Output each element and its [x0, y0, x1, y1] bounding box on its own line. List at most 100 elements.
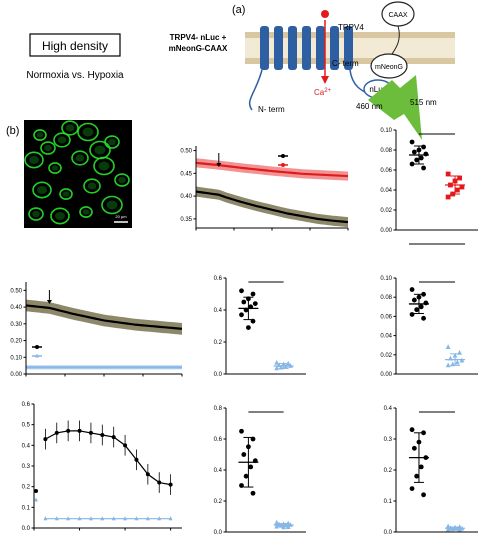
y-tick-label: 0.2: [22, 485, 31, 491]
series-1-point: [457, 175, 463, 181]
cell-membrane-outline: [83, 178, 101, 194]
series-0-point: [248, 464, 254, 470]
series-0-point: [77, 428, 82, 433]
cell-membrane-outline: [53, 132, 71, 148]
series-0-point: [409, 161, 415, 167]
mneongreen-shape: [370, 53, 408, 79]
series-0-point: [409, 312, 415, 317]
cell-interior: [29, 155, 39, 165]
density-box: [29, 33, 121, 57]
panel-h-chart: 0.0 0.1 0.2 0.3 0.4 0.5 0.6: [22, 402, 182, 532]
wavelength-460: 460 nm: [356, 102, 383, 111]
series-0-point: [409, 486, 415, 491]
series-1-line: [195, 161, 349, 178]
series-0-fit-curve: [45, 430, 171, 486]
mneongreen-label: mNeonG: [375, 64, 403, 71]
series-1-point: [445, 194, 451, 200]
caax-linker: [391, 25, 400, 55]
y-tick-label: 0.02: [380, 353, 392, 359]
series-0-line: [195, 190, 349, 224]
cell-interior: [118, 176, 126, 184]
cell-membrane-outline: [48, 162, 62, 174]
y-tick-label: 0.50: [10, 288, 22, 294]
series-1-point: [157, 516, 162, 521]
scale-bar-label: 20 μm: [115, 214, 127, 219]
legend-0-marker: [281, 154, 285, 158]
y-tick-label: 0.0: [214, 530, 223, 536]
cell-interior: [32, 210, 40, 218]
cell-interior: [75, 154, 85, 162]
cell-interior: [65, 124, 75, 132]
y-tick-label: 0.3: [384, 437, 393, 443]
ca-label: Ca2+: [314, 88, 332, 97]
cell-interior: [44, 144, 52, 152]
panel-b: (b) 20 μm: [6, 120, 132, 228]
cell-membrane-outline: [50, 207, 70, 225]
series-1-point: [145, 516, 150, 521]
panel-b-letter: (b): [6, 125, 19, 137]
series-0-point: [409, 139, 415, 145]
cell-interior: [106, 200, 118, 210]
y-tick-label: 0.04: [380, 188, 392, 194]
annotation-arrowhead-icon: [46, 300, 52, 304]
series-0-point: [111, 435, 116, 440]
panel-d-chart: 0.00 0.02 0.04 0.06 0.08 0.10: [380, 128, 478, 245]
cell-interior: [37, 185, 47, 195]
cell-membrane-outline: [32, 181, 52, 199]
y-tick-label: 0.02: [380, 208, 392, 214]
panel-a-letter: (a): [232, 4, 245, 16]
legend-1-marker: [35, 353, 39, 358]
series-0-point: [123, 443, 128, 448]
y-tick-label: 0.0: [214, 372, 223, 378]
series-0-point: [239, 428, 244, 434]
y-tick-label: 0.0: [22, 526, 31, 532]
series-1-point: [100, 516, 105, 521]
series-1-point: [445, 526, 451, 532]
series-0-point: [418, 464, 424, 470]
series-0-point: [409, 287, 415, 292]
series-1-point: [445, 523, 451, 529]
panel-c-chart: 0.35 0.40 0.45 0.50: [180, 146, 349, 231]
y-tick-label: 0.5: [22, 423, 31, 429]
cell-membrane-outline: [114, 173, 130, 187]
series-0-point: [43, 437, 48, 442]
series-0-error-band: [196, 186, 348, 228]
series-1-point: [43, 516, 48, 521]
series-0-point: [88, 430, 93, 435]
cell-interior: [108, 138, 116, 146]
series-1-point: [54, 516, 59, 521]
series-0-point: [411, 445, 417, 451]
y-tick-label: 0.10: [10, 355, 22, 361]
cell-membrane-outline: [79, 206, 93, 218]
cell-membrane-outline: [28, 207, 44, 221]
y-tick-label: 0.4: [214, 468, 223, 474]
trpv4-label: TRPV4: [338, 23, 364, 32]
series-0-point: [421, 165, 426, 171]
calcium-ion-icon: [321, 10, 329, 18]
y-tick-label: 0.6: [214, 276, 223, 282]
y-tick-label: 0.2: [214, 499, 223, 505]
series-0-point: [54, 430, 59, 435]
cell-interior: [36, 132, 44, 138]
series-1-point: [445, 171, 451, 177]
legend-1-marker: [281, 163, 285, 167]
cell-membrane-outline: [33, 129, 47, 141]
cell-interior: [82, 209, 90, 215]
y-tick-label: 0.1: [22, 505, 31, 511]
series-1-point: [134, 516, 139, 521]
series-0-point: [250, 490, 256, 496]
series-1-point: [123, 516, 128, 521]
series-0-error-band: [26, 299, 182, 335]
series-1-point: [445, 362, 451, 368]
panel-f-chart: 0.0 0.2 0.4 0.6: [214, 276, 306, 378]
series-0-point: [100, 433, 105, 437]
series-0-point: [241, 452, 247, 457]
series-0-point: [414, 157, 420, 163]
series-0-point: [421, 492, 426, 498]
cell-interior: [87, 182, 97, 190]
trpv4-transmembrane-helices: [260, 26, 353, 70]
y-tick-label: 0.10: [380, 276, 392, 282]
y-tick-label: 0.6: [22, 402, 31, 408]
panel-a: (a) High density Normoxia vs. Hypoxia TR…: [26, 1, 455, 140]
fluorescent-cells: [24, 120, 130, 225]
